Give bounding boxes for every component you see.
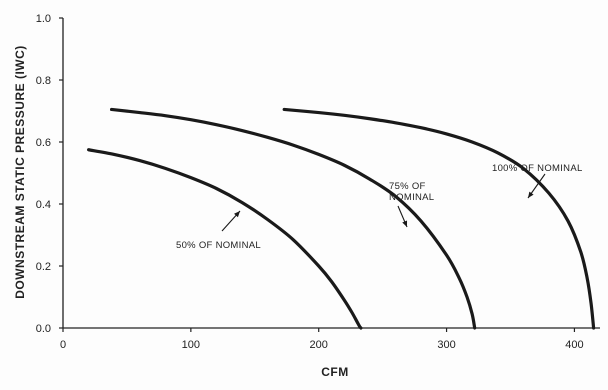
y-tick-label: 1.0 xyxy=(36,13,51,25)
x-axis-title: CFM xyxy=(321,365,349,379)
series-layer xyxy=(86,107,596,330)
x-tick-label: 400 xyxy=(565,339,583,351)
y-tick-label: 0.0 xyxy=(36,323,51,335)
y-tick-label: 0.8 xyxy=(36,75,51,87)
y-tick-label: 0.4 xyxy=(36,199,51,211)
annotation-label-75-pct: 75% OF NOMINAL xyxy=(389,181,434,203)
y-tick-label: 0.6 xyxy=(36,137,51,149)
series-line-50-pct xyxy=(86,148,363,330)
annotation-arrowhead-100-pct xyxy=(528,191,534,198)
y-tick-label: 0.2 xyxy=(36,261,51,273)
x-tick-label: 0 xyxy=(60,339,66,351)
annotation-arrowhead-75-pct xyxy=(402,220,408,227)
annotation-label-100-pct: 100% OF NOMINAL xyxy=(492,163,583,174)
x-tick-label: 200 xyxy=(310,339,328,351)
x-tick-label: 100 xyxy=(182,339,200,351)
annotation-label-50-pct: 50% OF NOMINAL xyxy=(176,240,261,251)
y-axis-title: DOWNSTREAM STATIC PRESSURE (IWC) xyxy=(13,45,27,299)
x-tick-label: 300 xyxy=(437,339,455,351)
series-line-100-pct xyxy=(282,107,596,330)
annotation-arrowhead-50-pct xyxy=(234,211,240,218)
series-line-75-pct xyxy=(109,107,477,330)
annotation-layer: 50% OF NOMINAL 75% OF NOMINAL 100% OF NOMIN… xyxy=(176,163,583,251)
axes: 0.0 0.2 0.4 0.6 0.8 1.0 0 100 200 300 400 xyxy=(36,13,600,351)
